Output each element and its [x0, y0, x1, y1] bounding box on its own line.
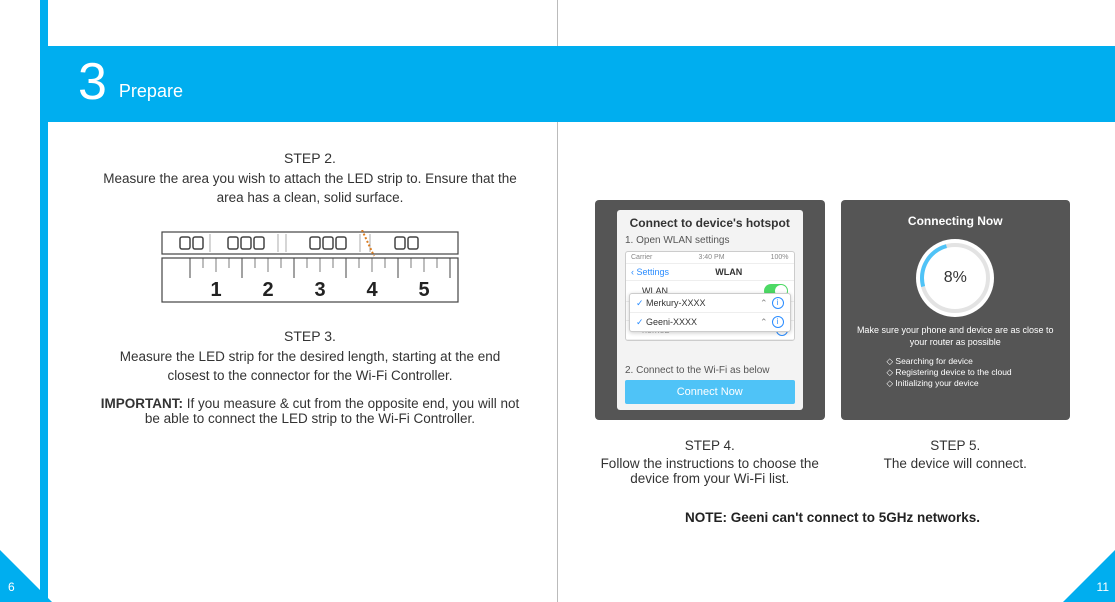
- step-5: STEP 5. The device will connect.: [841, 438, 1071, 486]
- progress-percent: 8%: [916, 239, 994, 317]
- phone-connecting: Connecting Now 8% Make sure your phone a…: [841, 200, 1071, 420]
- network-row[interactable]: ✓ Geeni-XXXX ⌃ i: [630, 313, 790, 331]
- right-steps: STEP 4. Follow the instructions to choos…: [595, 438, 1070, 486]
- phone-hotspot: Connect to device's hotspot 1. Open WLAN…: [595, 200, 825, 420]
- section-header: 3 Prepare: [48, 46, 1115, 122]
- page-corner-right: 11: [1063, 550, 1115, 602]
- status-item: Initializing your device: [887, 378, 1055, 389]
- network-name: Geeni-XXXX: [646, 317, 760, 327]
- phone2-message: Make sure your phone and device are as c…: [857, 325, 1055, 348]
- page-number-right: 11: [1097, 580, 1109, 594]
- info-icon[interactable]: i: [772, 297, 784, 309]
- network-popup: ✓ Merkury-XXXX ⌃ i ✓ Geeni-XXXX ⌃ i: [629, 293, 791, 332]
- left-tab-stripe: [40, 0, 48, 602]
- step-3-important: IMPORTANT: If you measure & cut from the…: [100, 396, 520, 426]
- ruler-mark-3: 3: [314, 279, 325, 301]
- network-row[interactable]: ✓ Merkury-XXXX ⌃ i: [630, 294, 790, 313]
- step-2-body: Measure the area you wish to attach the …: [100, 170, 520, 208]
- back-button[interactable]: ‹ Settings: [631, 267, 669, 277]
- status-item: Registering device to the cloud: [887, 367, 1055, 378]
- check-icon: ✓: [636, 298, 646, 309]
- phone-connecting-screen: Connecting Now 8% Make sure your phone a…: [857, 208, 1055, 412]
- connect-now-button[interactable]: Connect Now: [625, 380, 795, 404]
- ruler-mark-1: 1: [210, 279, 221, 301]
- important-label: IMPORTANT:: [101, 396, 183, 411]
- note-text: NOTE: Geeni can't connect to 5GHz networ…: [595, 510, 1070, 525]
- page: 3 Prepare STEP 2. Measure the area you w…: [0, 0, 1115, 602]
- ruler-illustration: 1 2 3 4 5: [160, 230, 460, 306]
- step-4-title: STEP 4.: [595, 438, 825, 453]
- phone2-status-list: Searching for device Registering device …: [887, 356, 1055, 389]
- status-carrier: Carrier: [631, 254, 652, 261]
- phone1-line2: 2. Connect to the Wi-Fi as below: [617, 363, 778, 378]
- wifi-icon: ⌃: [760, 298, 768, 309]
- wlan-title: WLAN: [669, 267, 788, 277]
- status-bar: Carrier 3:40 PM 100%: [626, 252, 794, 264]
- ruler-mark-5: 5: [418, 279, 429, 301]
- page-number-left: 6: [8, 580, 15, 594]
- phone2-title: Connecting Now: [857, 208, 1055, 231]
- page-corner-left: 6: [0, 550, 52, 602]
- info-icon[interactable]: i: [772, 316, 784, 328]
- step-2: STEP 2. Measure the area you wish to att…: [100, 150, 520, 208]
- step-4: STEP 4. Follow the instructions to choos…: [595, 438, 825, 486]
- ruler-mark-4: 4: [366, 279, 378, 301]
- right-column: Connect to device's hotspot 1. Open WLAN…: [595, 200, 1070, 525]
- status-item: Searching for device: [887, 356, 1055, 367]
- network-name: Merkury-XXXX: [646, 298, 760, 308]
- phone-hotspot-screen: Connect to device's hotspot 1. Open WLAN…: [617, 210, 803, 410]
- step-3-body: Measure the LED strip for the desired le…: [100, 348, 520, 386]
- wlan-header: ‹ Settings WLAN: [626, 264, 794, 281]
- status-time: 3:40 PM: [698, 254, 724, 261]
- section-title: Prepare: [119, 81, 183, 108]
- phone1-line1: 1. Open WLAN settings: [617, 233, 803, 248]
- step-3-title: STEP 3.: [100, 328, 520, 344]
- phone1-title: Connect to device's hotspot: [617, 210, 803, 233]
- phone-screens: Connect to device's hotspot 1. Open WLAN…: [595, 200, 1070, 420]
- check-icon: ✓: [636, 317, 646, 328]
- step-5-title: STEP 5.: [841, 438, 1071, 453]
- wifi-icon: ⌃: [760, 317, 768, 328]
- status-battery: 100%: [771, 254, 789, 261]
- step-3: STEP 3. Measure the LED strip for the de…: [100, 328, 520, 426]
- step-4-body: Follow the instructions to choose the de…: [595, 456, 825, 486]
- ruler-mark-2: 2: [262, 279, 273, 301]
- important-body: If you measure & cut from the opposite e…: [145, 396, 519, 426]
- step-2-title: STEP 2.: [100, 150, 520, 166]
- step-5-body: The device will connect.: [841, 456, 1071, 471]
- left-column: STEP 2. Measure the area you wish to att…: [100, 150, 520, 426]
- progress-circle: 8%: [916, 239, 994, 317]
- section-number: 3: [78, 56, 107, 108]
